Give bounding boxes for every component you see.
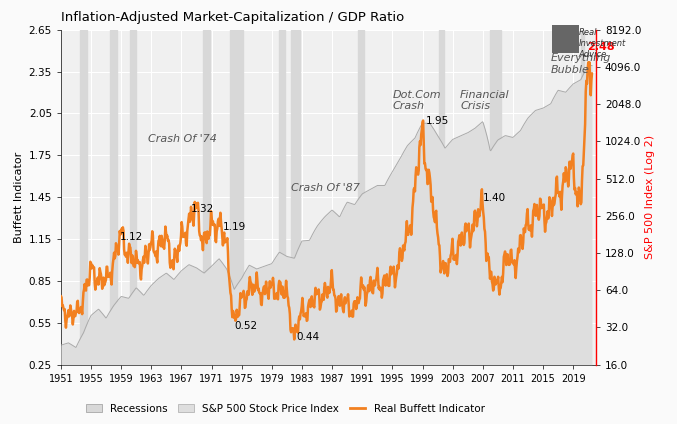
Text: 0.52: 0.52 (234, 321, 257, 331)
Bar (290, 30, 300, 365)
Bar (280, 30, 284, 365)
Y-axis label: Buffett Indicator: Buffett Indicator (14, 151, 24, 243)
Bar (80, 30, 87, 365)
Bar (489, 30, 501, 365)
Y-axis label: S&P 500 Index (Log 2): S&P 500 Index (Log 2) (645, 135, 655, 259)
Bar (130, 30, 136, 365)
Text: 1.12: 1.12 (120, 232, 143, 242)
Bar (439, 30, 444, 365)
Bar (202, 30, 210, 365)
Bar (110, 30, 117, 365)
Text: 2.48: 2.48 (587, 42, 614, 52)
Text: Real
Investment
Advice: Real Investment Advice (579, 28, 626, 59)
Text: Crash Of '87: Crash Of '87 (290, 183, 359, 193)
Text: Inflation-Adjusted Market-Capitalization / GDP Ratio: Inflation-Adjusted Market-Capitalization… (61, 11, 404, 24)
Bar (359, 30, 364, 365)
Text: Everything
Bubble: Everything Bubble (550, 53, 611, 75)
Text: 1.32: 1.32 (191, 204, 215, 214)
Text: 1.19: 1.19 (223, 222, 246, 232)
Text: Crash Of '74: Crash Of '74 (148, 134, 217, 144)
Text: 0.44: 0.44 (296, 332, 319, 342)
Text: 1.95: 1.95 (427, 116, 450, 126)
Bar (581, 30, 584, 365)
Text: Dot.Com
Crash: Dot.Com Crash (393, 90, 441, 111)
Text: Financial
Crisis: Financial Crisis (460, 90, 510, 111)
Text: 1.40: 1.40 (483, 193, 506, 203)
Bar (230, 30, 243, 365)
Legend: Recessions, S&P 500 Stock Price Index, Real Buffett Indicator: Recessions, S&P 500 Stock Price Index, R… (83, 400, 489, 418)
